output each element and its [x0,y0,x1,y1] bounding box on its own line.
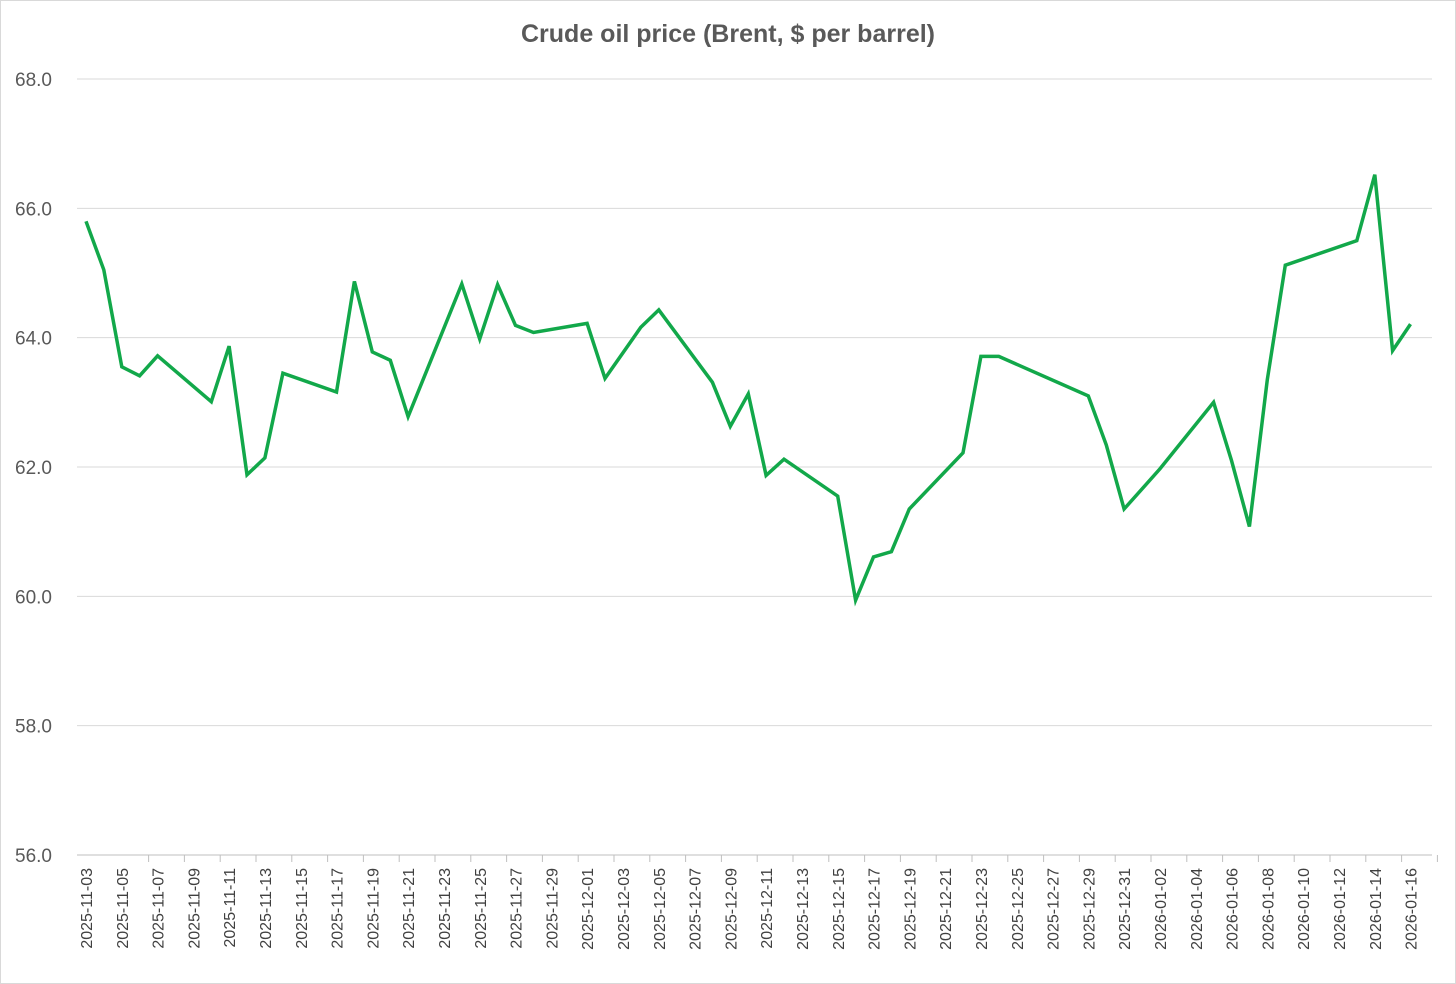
x-tick-label: 2025-12-15 [831,868,848,950]
x-tick-label: 2026-01-02 [1153,868,1170,950]
x-tick-label: 2025-12-07 [688,868,705,950]
x-tick-label: 2025-11-25 [473,868,490,949]
x-tick-label: 2025-12-27 [1046,868,1063,950]
x-tick-label: 2025-11-09 [186,868,203,949]
x-tick-label: 2025-11-29 [544,868,561,949]
x-tick-label: 2025-12-05 [652,868,669,950]
x-tick-label: 2025-11-19 [365,868,382,949]
x-tick-label: 2025-11-27 [509,868,526,949]
x-tick-label: 2025-11-11 [222,868,239,948]
x-tick-label: 2025-12-11 [759,868,776,949]
y-tick-label: 58.0 [15,717,52,738]
x-tick-label: 2026-01-10 [1296,868,1313,950]
x-tick-label: 2026-01-06 [1225,868,1242,950]
x-tick-label: 2025-12-03 [616,868,633,950]
x-tick-label: 2026-01-08 [1260,868,1277,950]
x-tick-label: 2025-12-13 [795,868,812,950]
x-tick-label: 2026-01-12 [1332,868,1349,950]
x-tick-label: 2025-11-15 [294,868,311,949]
x-tick-label: 2025-12-31 [1117,868,1134,950]
price-series-line [84,174,1412,607]
x-tick-label: 2026-01-14 [1368,868,1385,950]
x-tick-label: 2025-11-17 [330,868,347,949]
x-tick-label: 2025-11-13 [258,868,275,949]
x-tick-label: 2025-12-19 [902,868,919,950]
y-tick-label: 64.0 [15,329,52,350]
x-tick-label: 2025-12-09 [723,868,740,950]
x-tick-label: 2025-11-03 [79,868,96,949]
y-tick-label: 60.0 [15,587,52,608]
x-tick-label: 2025-12-25 [1010,868,1027,950]
x-tick-label: 2025-11-21 [401,868,418,949]
chart-title: Crude oil price (Brent, $ per barrel) [521,20,935,48]
x-tick-label: 2025-11-05 [115,868,132,949]
y-tick-label: 66.0 [15,199,52,220]
gridlines [77,78,1432,727]
x-tick-label: 2026-01-16 [1404,868,1421,950]
y-tick-label: 56.0 [15,846,52,867]
y-axis: 56.0 58.0 60.0 62.0 64.0 66.0 68.0 [15,70,52,867]
x-tick-label: 2025-12-23 [974,868,991,950]
x-tick-label: 2025-11-07 [151,868,168,949]
y-tick-label: 62.0 [15,458,52,479]
series-layer [84,174,1412,607]
x-tick-label: 2025-12-01 [580,868,597,950]
x-tick-label: 2026-01-04 [1189,868,1206,950]
x-tick-label: 2025-12-29 [1081,868,1098,950]
x-axis: 2025-11-03 2025-11-05 2025-11-07 2025-11-09… [77,854,1438,950]
x-tick-label: 2025-11-23 [437,868,454,949]
x-tick-label: 2025-12-21 [938,868,955,950]
y-tick-label: 68.0 [15,70,52,91]
x-tick-label: 2025-12-17 [867,868,884,950]
